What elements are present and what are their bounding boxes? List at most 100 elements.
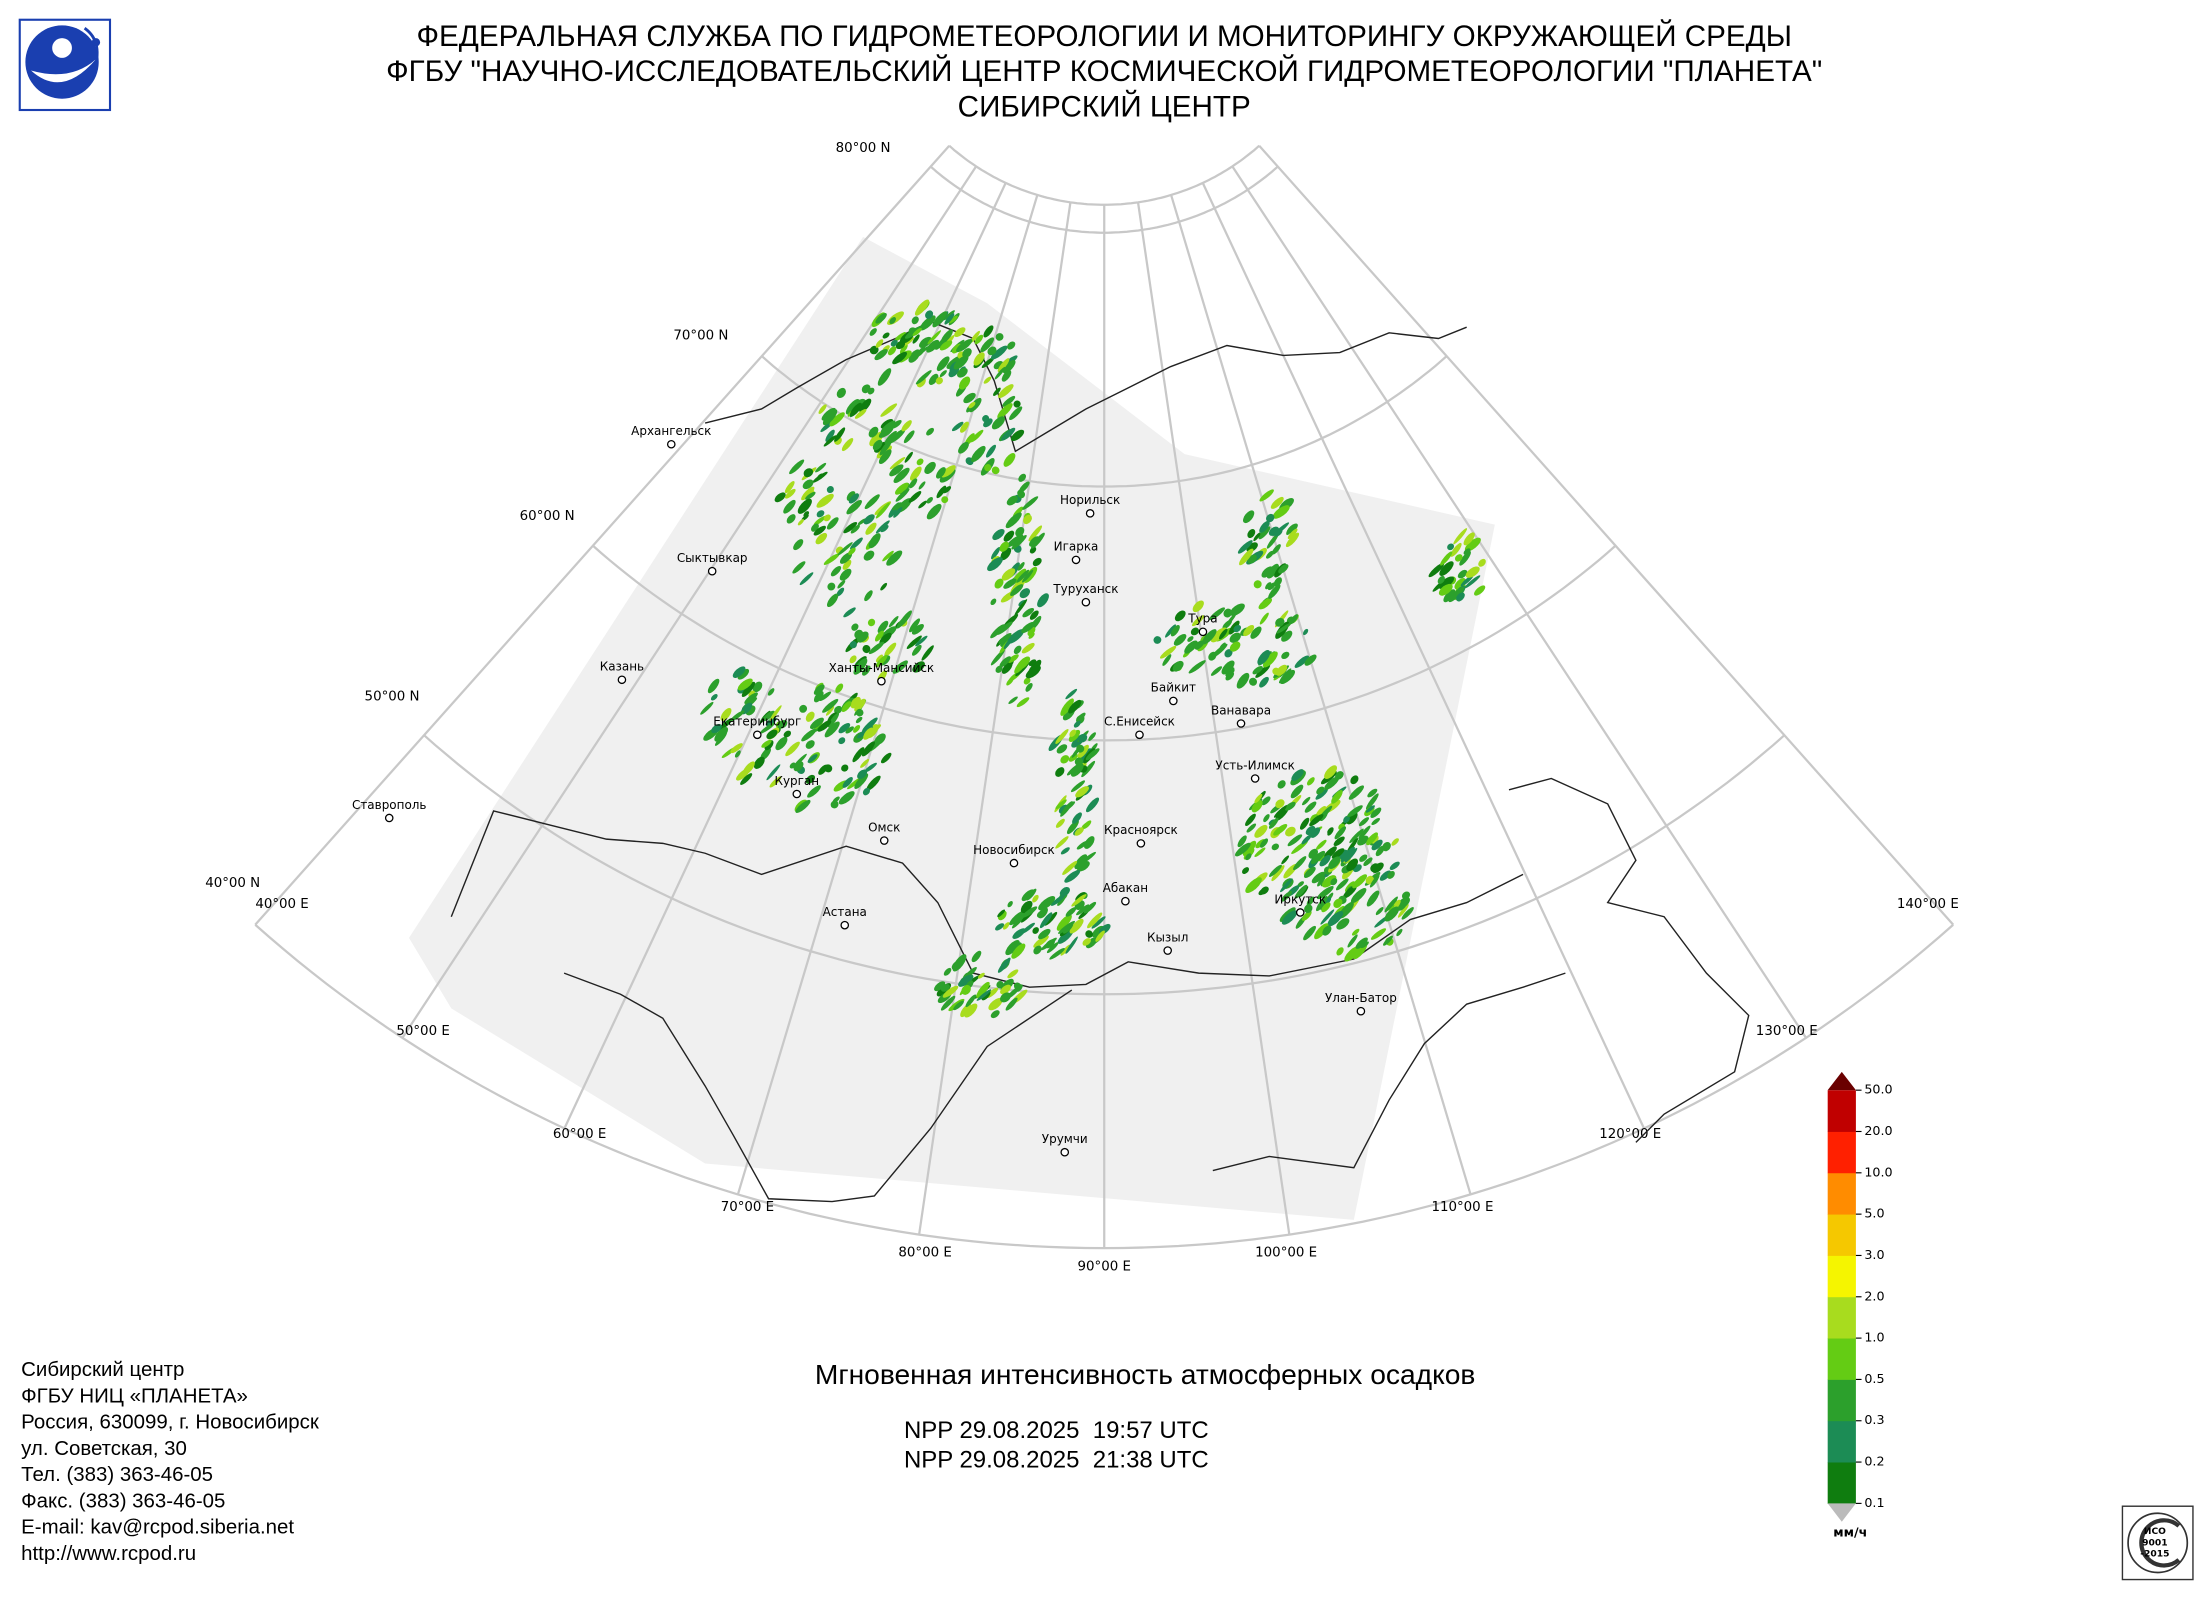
precip-cell xyxy=(1208,651,1217,661)
precip-cell xyxy=(993,387,1001,396)
precip-cell xyxy=(859,398,872,413)
precip-cell xyxy=(1011,913,1026,929)
precip-cell xyxy=(990,624,1005,639)
precip-cell xyxy=(1289,614,1299,625)
meridian xyxy=(1201,182,1646,1129)
precip-cell xyxy=(965,994,977,1008)
precip-cell xyxy=(1474,585,1486,596)
precip-cell xyxy=(1036,910,1045,918)
precip-cell xyxy=(1275,799,1285,809)
precip-cell xyxy=(1065,688,1078,700)
precip-cell xyxy=(1437,575,1445,584)
precip-cell xyxy=(1259,838,1269,848)
precip-cell xyxy=(810,717,824,730)
precip-cell xyxy=(762,710,775,722)
colorbar-label: 0.1 xyxy=(1864,1495,1884,1510)
lat-label: 40°00 N xyxy=(205,876,260,891)
pass-time: NPP 29.08.2025 19:57 UTC xyxy=(904,1417,1209,1444)
precip-cell xyxy=(805,711,815,722)
precip-cell xyxy=(984,464,992,472)
precip-cell xyxy=(918,481,926,490)
precip-cell xyxy=(1266,550,1274,559)
precip-cell xyxy=(1001,370,1012,382)
precip-cell xyxy=(1028,659,1037,667)
precip-cell xyxy=(1056,744,1068,754)
precip-cell xyxy=(1033,935,1049,948)
precip-cell xyxy=(954,358,966,368)
precip-cell xyxy=(789,459,805,475)
precip-cell xyxy=(1077,744,1089,759)
colorbar-label: 20.0 xyxy=(1864,1123,1892,1138)
precip-cell xyxy=(977,972,985,979)
precip-cell xyxy=(1365,793,1379,810)
precip-cell xyxy=(1009,910,1025,926)
precip-cell xyxy=(1055,799,1067,810)
city-marker xyxy=(1295,908,1305,917)
precip-cell xyxy=(834,705,843,714)
precip-cell xyxy=(980,337,995,353)
precip-cell xyxy=(850,537,863,550)
precip-cell xyxy=(942,985,959,998)
precip-cell xyxy=(918,500,927,509)
precip-cell xyxy=(1191,615,1205,627)
precip-cell xyxy=(843,607,856,618)
precip-cell xyxy=(1316,839,1327,850)
colorbar-label: 5.0 xyxy=(1864,1206,1884,1221)
precip-cell xyxy=(1273,577,1283,587)
header-line: СИБИРСКИЙ ЦЕНТР xyxy=(958,89,1251,123)
precip-cell xyxy=(1229,603,1245,616)
precip-cell xyxy=(884,430,897,444)
colorbar-label: 50.0 xyxy=(1864,1082,1892,1097)
precip-cell xyxy=(815,462,827,473)
precip-cell xyxy=(867,618,876,627)
precip-cell xyxy=(875,502,890,519)
precip-cell xyxy=(826,517,839,530)
precip-cell xyxy=(783,730,792,738)
precip-cell xyxy=(909,618,921,633)
precip-cell xyxy=(960,421,969,433)
precip-cell xyxy=(848,493,859,504)
precip-cell xyxy=(1333,836,1345,847)
precip-cell xyxy=(1350,775,1359,785)
precip-cell xyxy=(926,496,933,504)
precip-cell xyxy=(1286,526,1293,536)
precip-cell xyxy=(1347,934,1358,948)
precip-cell xyxy=(864,494,880,509)
precip-cell xyxy=(1049,947,1065,960)
precip-cell xyxy=(1447,543,1455,551)
precip-cell xyxy=(1057,928,1074,944)
precip-cell xyxy=(1000,984,1011,995)
precip-cell xyxy=(1081,760,1096,778)
precip-cell xyxy=(1055,767,1065,777)
precip-cell xyxy=(1343,815,1350,824)
precip-cell xyxy=(1037,593,1049,608)
city-marker xyxy=(1081,597,1091,607)
precip-cell xyxy=(1396,928,1403,937)
contact-line: Сибирский центр xyxy=(21,1358,184,1381)
precip-cell xyxy=(753,756,765,769)
precip-cell xyxy=(1255,664,1271,678)
colorbar-label: 10.0 xyxy=(1864,1164,1892,1179)
colorbar-segment xyxy=(1827,1131,1856,1174)
precip-cell xyxy=(1202,629,1217,645)
precip-cell xyxy=(1209,607,1225,621)
precip-cell xyxy=(1259,612,1269,625)
precip-cell xyxy=(987,346,997,356)
precip-cell xyxy=(1083,820,1092,829)
coastlines xyxy=(450,320,1750,1203)
precip-cell xyxy=(879,632,892,645)
precip-cell xyxy=(1294,655,1309,668)
colorbar-segment xyxy=(1827,1214,1856,1256)
precip-cell xyxy=(852,747,865,763)
precip-cell xyxy=(997,358,1010,373)
precip-cell xyxy=(1387,870,1395,879)
precip-cell xyxy=(1029,610,1039,620)
precip-cell xyxy=(1028,632,1035,639)
precip-cell xyxy=(1464,575,1481,589)
precip-cell xyxy=(1260,886,1269,895)
precip-cell xyxy=(1073,720,1081,728)
precip-cell xyxy=(926,339,940,353)
precip-cell xyxy=(915,635,928,647)
precip-cell xyxy=(1287,528,1298,539)
